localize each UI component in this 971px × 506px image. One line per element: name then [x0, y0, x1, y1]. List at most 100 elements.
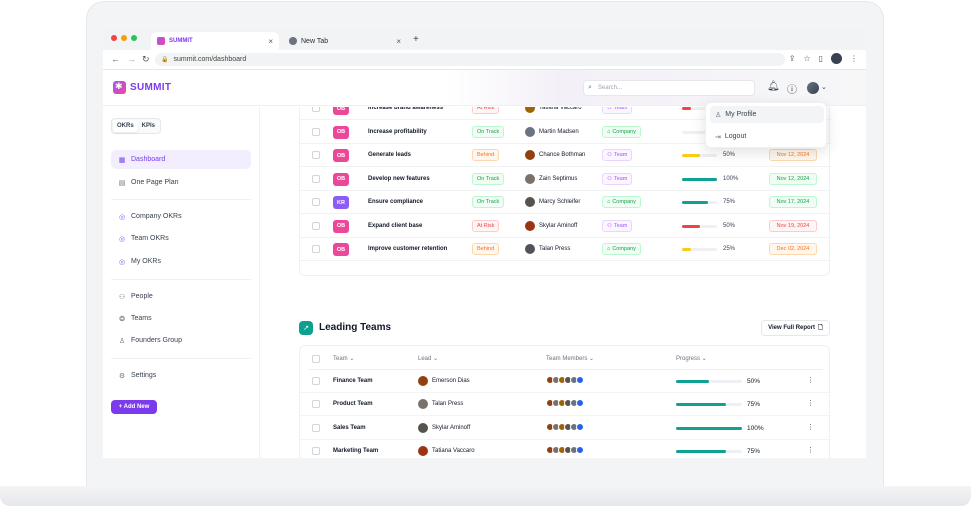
- sidebar-item-founders-group[interactable]: ♙ Founders Group: [111, 331, 251, 350]
- notification-bell-icon[interactable]: 🔔︎: [767, 81, 780, 92]
- table-row[interactable]: OB Generate leads Behind Chance Bothman ⚇ Tea…: [300, 144, 831, 167]
- okr-name[interactable]: Expand client base: [368, 222, 423, 229]
- column-header-members[interactable]: Team Members ⌄: [546, 356, 595, 362]
- row-checkbox[interactable]: [312, 245, 320, 253]
- minimize-window-button[interactable]: [121, 35, 127, 41]
- search-input[interactable]: ⌕ Search...: [583, 80, 755, 96]
- team-icon: ⚇: [607, 152, 612, 158]
- okr-name[interactable]: Improve customer retention: [368, 246, 448, 252]
- url-input[interactable]: 🔒 summit.com/dashboard: [155, 53, 785, 66]
- table-row[interactable]: Sales Team Skylar Aminoff 100% ⋮: [300, 417, 831, 440]
- select-all-checkbox[interactable]: [312, 355, 320, 363]
- row-checkbox[interactable]: [312, 107, 320, 112]
- sidebar-item-dashboard[interactable]: ▦ Dashboard: [111, 150, 251, 169]
- sidebar-item-teams[interactable]: ❂ Teams: [111, 309, 251, 328]
- table-row[interactable]: OB Increase brand awareness At Risk Tatiana…: [300, 107, 831, 120]
- add-new-button[interactable]: + Add New: [111, 400, 157, 414]
- row-checkbox[interactable]: [312, 221, 320, 230]
- sidebar-item-settings[interactable]: ⚙ Settings: [111, 366, 251, 385]
- okr-name[interactable]: Ensure compliance: [368, 199, 424, 205]
- sidebar-item-label: Team OKRs: [131, 235, 169, 242]
- sidebar-toggle-icon[interactable]: ▯: [818, 54, 823, 63]
- sidebar-item-my-okrs[interactable]: ◎ My OKRs: [111, 252, 251, 271]
- more-options-icon[interactable]: ⋮: [807, 423, 814, 431]
- sidebar-item-company-okrs[interactable]: ◎ Company OKRs: [111, 207, 251, 226]
- progress-percent: 100%: [723, 175, 739, 182]
- chrome-favicon-icon: [289, 37, 297, 45]
- maximize-window-button[interactable]: [131, 35, 137, 41]
- sidebar-item-people[interactable]: ⚇ People: [111, 287, 251, 306]
- okr-name[interactable]: Generate leads: [368, 152, 412, 158]
- table-row[interactable]: KR Ensure compliance On Track Marcy Schleif…: [300, 191, 831, 214]
- team-name[interactable]: Marketing Team: [333, 447, 379, 454]
- objective-type-badge: OB: [333, 243, 349, 256]
- view-full-report-button[interactable]: View Full Report 🗋︎: [761, 320, 830, 336]
- okr-name[interactable]: Develop new features: [368, 175, 430, 182]
- more-options-icon[interactable]: ⋮: [807, 400, 814, 408]
- window-controls: [111, 35, 137, 41]
- browser-tab-summit[interactable]: SUMMIT ×: [151, 32, 279, 50]
- owner-name: Chance Bothman: [539, 152, 586, 158]
- forward-arrow-icon[interactable]: →: [127, 54, 136, 64]
- team-name[interactable]: Product Team: [333, 401, 373, 408]
- more-options-icon[interactable]: ⋮: [807, 377, 814, 384]
- table-row[interactable]: Marketing Team Tatiana Vaccaro 75% ⋮: [300, 440, 831, 458]
- avatar: [525, 220, 535, 231]
- column-header-progress[interactable]: Progress ⌄: [676, 356, 707, 362]
- row-checkbox[interactable]: [312, 151, 320, 159]
- row-checkbox[interactable]: [312, 127, 320, 136]
- table-row[interactable]: OB Expand client base At Risk Skylar Aminof…: [300, 215, 831, 238]
- back-arrow-icon[interactable]: ←: [111, 54, 120, 64]
- reload-icon[interactable]: ↻: [142, 54, 150, 64]
- status-badge: On Track: [472, 125, 505, 138]
- sidebar-item-label: Founders Group: [131, 337, 182, 344]
- new-tab-plus-icon[interactable]: +: [413, 34, 419, 45]
- toggle-okrs[interactable]: OKRs: [113, 120, 138, 132]
- app-logo[interactable]: SUMMIT: [113, 81, 171, 94]
- share-icon[interactable]: ⇪: [788, 54, 796, 63]
- toggle-kpis[interactable]: KPIs: [141, 123, 156, 129]
- close-tab-icon[interactable]: ×: [268, 36, 273, 46]
- scope-badge: ⌂ Company: [602, 196, 641, 208]
- okr-name[interactable]: Increase profitability: [368, 128, 427, 135]
- due-date-badge: Nov 12, 2024: [769, 149, 817, 161]
- help-icon[interactable]: ⓘ: [787, 85, 797, 96]
- target-icon: ◎: [118, 235, 126, 243]
- row-checkbox[interactable]: [312, 400, 320, 409]
- row-checkbox[interactable]: [312, 174, 320, 183]
- row-checkbox[interactable]: [312, 198, 320, 206]
- team-members-avatars[interactable]: [546, 422, 584, 431]
- column-header-lead[interactable]: Lead ⌄: [418, 356, 439, 362]
- team-members-avatars[interactable]: [546, 399, 584, 408]
- sidebar: OKRs KPIs ▦ Dashboard ▤ One Page Plan ◎ …: [103, 107, 260, 458]
- team-members-avatars[interactable]: [546, 445, 584, 454]
- more-options-icon[interactable]: ⋮: [807, 446, 814, 454]
- table-row[interactable]: OB Develop new features On Track Zain Septi…: [300, 168, 831, 191]
- logout-menu-item[interactable]: ⇥ Logout: [710, 128, 824, 145]
- okr-name[interactable]: Increase brand awareness: [368, 107, 444, 111]
- close-tab-icon[interactable]: ×: [396, 36, 401, 46]
- team-name[interactable]: Sales Team: [333, 424, 366, 431]
- my-profile-menu-item[interactable]: ♙ My Profile: [710, 106, 824, 123]
- sidebar-item-one-page-plan[interactable]: ▤ One Page Plan: [111, 173, 251, 192]
- bookmark-star-icon[interactable]: ☆: [803, 54, 811, 63]
- team-members-avatars[interactable]: [546, 376, 584, 384]
- chevron-down-icon[interactable]: ⌄: [821, 84, 827, 91]
- browser-tab-new[interactable]: New Tab ×: [283, 32, 407, 50]
- user-avatar[interactable]: [807, 82, 819, 94]
- row-checkbox[interactable]: [312, 377, 320, 385]
- table-row[interactable]: OB Increase profitability On Track Martin M…: [300, 121, 831, 144]
- browser-menu-icon[interactable]: ⋮: [850, 54, 858, 63]
- column-header-team[interactable]: Team ⌄: [333, 356, 355, 362]
- status-badge: On Track: [472, 172, 505, 185]
- table-row[interactable]: OB Improve customer retention Behind Talan …: [300, 238, 831, 261]
- sidebar-item-team-okrs[interactable]: ◎ Team OKRs: [111, 229, 251, 248]
- browser-profile-avatar[interactable]: [831, 53, 842, 64]
- table-row[interactable]: Finance Team Emerson Dias 50% ⋮: [300, 370, 831, 393]
- table-row[interactable]: Product Team Talan Press 75% ⋮: [300, 393, 831, 417]
- row-checkbox[interactable]: [312, 423, 320, 432]
- close-window-button[interactable]: [111, 35, 117, 41]
- row-checkbox[interactable]: [312, 446, 320, 455]
- progress-fill: [676, 449, 726, 453]
- team-name[interactable]: Finance Team: [333, 378, 373, 384]
